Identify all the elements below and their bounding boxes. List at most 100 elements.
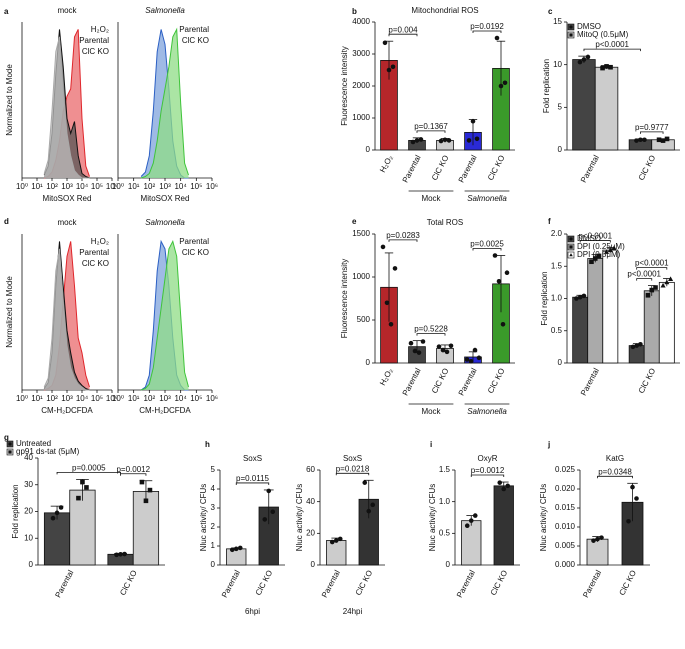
data-point <box>448 343 454 349</box>
data-point <box>390 64 396 70</box>
data-point <box>384 300 390 306</box>
y-tick-label: 1 <box>211 541 216 550</box>
group-label: Salmonella <box>467 407 507 416</box>
bar <box>461 520 482 566</box>
y-axis-label: Fluorescence intensity <box>340 46 349 126</box>
x-tick-label: 10⁵ <box>91 394 103 403</box>
data-point <box>569 33 573 37</box>
significance-bracket <box>472 248 502 251</box>
x-tick-label: ClC KO <box>354 569 375 597</box>
x-tick-label: 10² <box>46 182 58 191</box>
data-point <box>54 510 60 516</box>
data-point <box>595 536 600 542</box>
data-point <box>653 285 658 290</box>
group-label: Mock <box>421 194 441 203</box>
p-value: p=0.0005 <box>72 464 106 473</box>
x-tick-label: Parental <box>455 569 477 600</box>
legend-label: H₂O₂ <box>91 237 109 246</box>
y-tick-label: 5 <box>558 102 563 111</box>
x-tick-label: 10¹ <box>128 182 140 191</box>
p-value: p=0.0283 <box>386 231 420 240</box>
y-tick-label: 2.0 <box>551 229 563 238</box>
y-axis-label: Nluc activity/ CFUs <box>295 484 304 552</box>
data-point <box>492 253 498 258</box>
data-point <box>470 118 476 124</box>
x-tick-label: 10³ <box>159 394 171 403</box>
bar <box>586 538 609 566</box>
x-axis-label: MitoSOX Red <box>141 194 190 203</box>
y-tick-label: 0 <box>29 560 34 569</box>
panel-letter: a <box>4 7 9 16</box>
y-tick-label: 0.020 <box>555 484 576 493</box>
data-point <box>607 247 613 252</box>
chart-title: KatG <box>606 454 624 463</box>
data-point <box>600 65 605 71</box>
data-point <box>440 347 446 353</box>
y-tick-label: 2 <box>211 522 216 531</box>
panel-letter: c <box>548 7 553 16</box>
legend-label: Parental <box>179 25 209 34</box>
data-point <box>147 487 153 493</box>
y-tick-label: 0.015 <box>555 503 576 512</box>
data-point <box>496 279 502 284</box>
data-point <box>139 479 145 485</box>
data-point <box>58 505 64 510</box>
data-point <box>8 442 12 446</box>
x-axis-label: CM-H₂DCFDA <box>41 406 93 415</box>
x-tick-label: H₂O₂ <box>378 367 394 387</box>
chart-title: SoxS <box>243 454 262 463</box>
panel-letter: i <box>430 440 432 449</box>
legend-label: Parental <box>79 36 109 45</box>
x-tick-label: Parental <box>457 367 479 398</box>
data-point <box>122 551 127 557</box>
panel-letter: h <box>205 440 210 449</box>
data-point <box>596 253 602 259</box>
y-tick-label: 20 <box>306 528 315 537</box>
data-point <box>370 502 376 508</box>
y-tick-label: 1000 <box>352 272 370 281</box>
p-value: p=0.1367 <box>414 122 448 131</box>
group-label: Salmonella <box>467 194 507 203</box>
bar <box>572 296 589 364</box>
data-point <box>392 266 398 271</box>
x-tick-label: 10⁴ <box>174 182 187 191</box>
x-tick-label: 10² <box>46 394 58 403</box>
data-point <box>382 40 388 46</box>
panel-letter: j <box>547 440 550 449</box>
x-tick-label: ClC KO <box>486 154 507 182</box>
x-tick-label: 10⁴ <box>76 394 89 403</box>
data-point <box>474 136 480 142</box>
x-tick-label: 10⁰ <box>112 394 124 403</box>
data-point <box>333 538 339 543</box>
y-tick-label: 0 <box>366 145 371 154</box>
significance-bracket <box>388 239 418 242</box>
chart-title: Mitochondrial ROS <box>411 6 478 15</box>
significance-bracket <box>235 482 270 485</box>
data-point <box>608 64 613 70</box>
x-tick-label: 10⁵ <box>190 182 202 191</box>
y-tick-label: 3 <box>211 503 216 512</box>
x-tick-label: ClC KO <box>637 367 658 395</box>
x-tick-label: 10⁶ <box>206 394 218 403</box>
y-tick-label: 0 <box>558 358 563 367</box>
significance-bracket <box>470 474 505 478</box>
legend-label: Untreated <box>16 439 51 448</box>
y-tick-label: 60 <box>306 465 315 474</box>
data-point <box>143 498 149 504</box>
legend-label: DMSO <box>577 22 601 31</box>
legend-label: MitoQ (0.5μM) <box>577 30 629 39</box>
data-point <box>366 508 372 514</box>
bar <box>132 491 160 566</box>
data-point <box>577 294 583 300</box>
data-point <box>599 535 604 540</box>
y-axis-label: Fold replication <box>542 59 551 113</box>
y-tick-label: 0.5 <box>439 528 451 537</box>
p-value: p=0.004 <box>388 25 418 34</box>
x-tick-label: ClC KO <box>430 154 451 182</box>
p-value: p=0.0012 <box>116 465 150 474</box>
y-tick-label: 20 <box>24 507 33 516</box>
x-tick-label: H₂O₂ <box>378 154 394 174</box>
chart-title: SoxS <box>343 454 362 463</box>
data-point <box>329 539 335 545</box>
x-tick-label: 10³ <box>61 394 73 403</box>
